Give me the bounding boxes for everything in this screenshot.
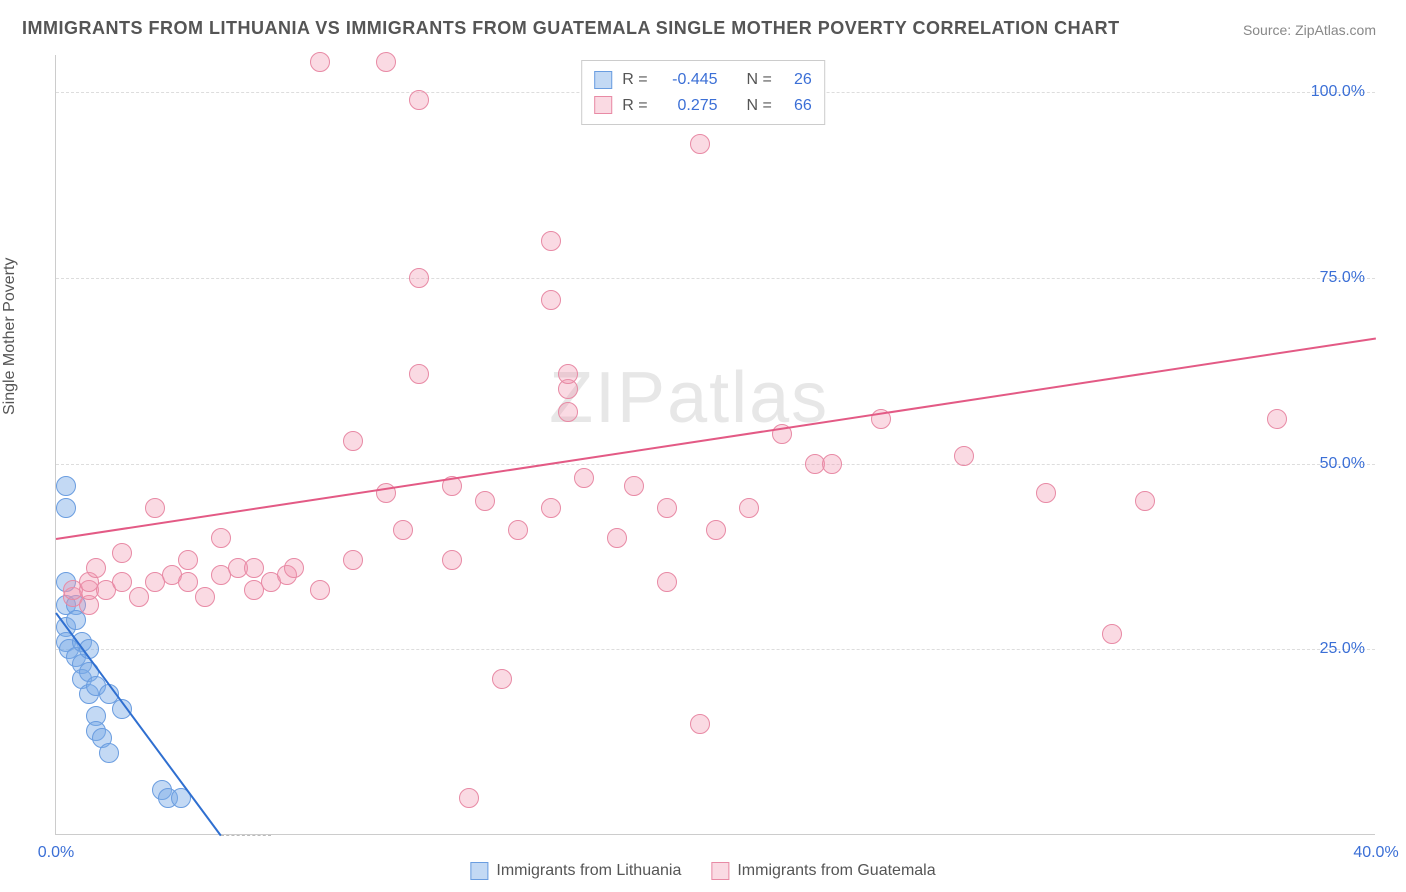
data-point: [376, 52, 396, 72]
data-point: [541, 498, 561, 518]
data-point: [706, 520, 726, 540]
data-point: [1036, 483, 1056, 503]
y-tick-label: 100.0%: [1311, 83, 1365, 101]
legend-n-value: 26: [782, 67, 812, 93]
legend-n-value: 66: [782, 93, 812, 119]
data-point: [459, 788, 479, 808]
data-point: [739, 498, 759, 518]
data-point: [574, 468, 594, 488]
y-tick-label: 25.0%: [1320, 640, 1365, 658]
data-point: [99, 743, 119, 763]
data-point: [558, 402, 578, 422]
data-point: [475, 491, 495, 511]
legend-swatch: [470, 862, 488, 880]
legend-swatch: [594, 96, 612, 114]
legend-label: Immigrants from Lithuania: [496, 862, 681, 880]
chart-container: IMMIGRANTS FROM LITHUANIA VS IMMIGRANTS …: [0, 0, 1406, 892]
data-point: [492, 669, 512, 689]
trend-line-extension: [221, 835, 271, 836]
data-point: [690, 134, 710, 154]
data-point: [657, 498, 677, 518]
data-point: [541, 290, 561, 310]
data-point: [1267, 409, 1287, 429]
data-point: [690, 714, 710, 734]
data-point: [442, 550, 462, 570]
legend-r-value: 0.275: [658, 93, 718, 119]
gridline: [56, 278, 1375, 279]
trend-line: [55, 613, 222, 837]
legend-row: R = -0.445 N = 26: [594, 67, 812, 93]
legend-n-label: N =: [746, 93, 771, 119]
trend-line: [56, 337, 1376, 540]
data-point: [954, 446, 974, 466]
data-point: [508, 520, 528, 540]
data-point: [56, 498, 76, 518]
data-point: [178, 550, 198, 570]
data-point: [409, 268, 429, 288]
legend-label: Immigrants from Guatemala: [737, 862, 935, 880]
legend-r-label: R =: [622, 67, 647, 93]
data-point: [393, 520, 413, 540]
legend-n-label: N =: [746, 67, 771, 93]
data-point: [310, 52, 330, 72]
data-point: [1135, 491, 1155, 511]
data-point: [244, 558, 264, 578]
data-point: [343, 431, 363, 451]
data-point: [211, 528, 231, 548]
y-tick-label: 50.0%: [1320, 455, 1365, 473]
data-point: [129, 587, 149, 607]
legend-swatch: [711, 862, 729, 880]
data-point: [558, 364, 578, 384]
gridline: [56, 464, 1375, 465]
chart-title: IMMIGRANTS FROM LITHUANIA VS IMMIGRANTS …: [22, 18, 1120, 39]
data-point: [112, 543, 132, 563]
data-point: [624, 476, 644, 496]
plot-area: ZIPatlas 25.0%50.0%75.0%100.0%0.0%40.0%: [55, 55, 1375, 835]
data-point: [657, 572, 677, 592]
data-point: [607, 528, 627, 548]
data-point: [56, 476, 76, 496]
legend-item: Immigrants from Guatemala: [711, 862, 935, 880]
data-point: [195, 587, 215, 607]
x-tick-label: 0.0%: [38, 844, 74, 862]
data-point: [541, 231, 561, 251]
data-point: [145, 498, 165, 518]
data-point: [409, 364, 429, 384]
data-point: [86, 558, 106, 578]
data-point: [284, 558, 304, 578]
data-point: [178, 572, 198, 592]
data-point: [343, 550, 363, 570]
legend-r-value: -0.445: [658, 67, 718, 93]
legend-item: Immigrants from Lithuania: [470, 862, 681, 880]
correlation-legend: R = -0.445 N = 26 R = 0.275 N = 66: [581, 60, 825, 125]
legend-swatch: [594, 71, 612, 89]
y-tick-label: 75.0%: [1320, 269, 1365, 287]
x-tick-label: 40.0%: [1353, 844, 1398, 862]
data-point: [409, 90, 429, 110]
source-attribution: Source: ZipAtlas.com: [1243, 22, 1376, 38]
gridline: [56, 649, 1375, 650]
data-point: [822, 454, 842, 474]
legend-row: R = 0.275 N = 66: [594, 93, 812, 119]
data-point: [310, 580, 330, 600]
data-point: [1102, 624, 1122, 644]
y-axis-label: Single Mother Poverty: [1, 258, 19, 415]
series-legend: Immigrants from Lithuania Immigrants from…: [470, 862, 935, 880]
legend-r-label: R =: [622, 93, 647, 119]
data-point: [112, 572, 132, 592]
